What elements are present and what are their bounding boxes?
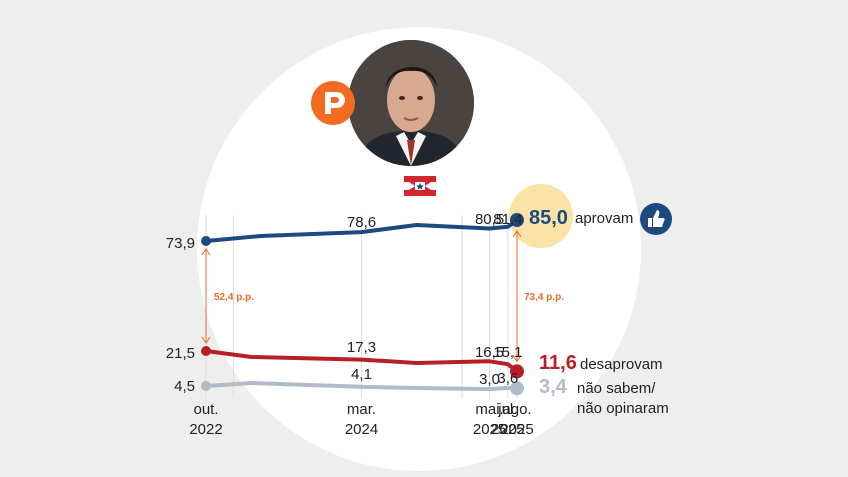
- x-tick-label-line1: mai.: [475, 401, 503, 418]
- value-label-highlight: 3,4: [539, 376, 568, 398]
- gap-last-head-top: [512, 230, 522, 238]
- data-point: [510, 381, 524, 396]
- value-label: 80,5: [475, 211, 504, 228]
- x-tick-label-line1: ago.: [502, 401, 531, 418]
- x-tick-label-line2: 2022: [189, 421, 222, 438]
- x-tick-label-line1: mar.: [347, 401, 376, 418]
- value-label: 78,6: [347, 214, 376, 231]
- value-label-highlight: 85,0: [529, 207, 568, 229]
- value-label: 4,1: [351, 366, 372, 383]
- data-point: [510, 364, 524, 379]
- avatar: [348, 40, 474, 166]
- x-tick-label-line2: 2025: [500, 421, 533, 438]
- value-label: 21,5: [166, 345, 195, 362]
- data-point: [201, 381, 211, 391]
- data-point: [201, 346, 211, 356]
- x-tick-label-line1: out.: [193, 401, 218, 418]
- x-tick-label-line2: 2024: [345, 421, 378, 438]
- brand-logo-icon: [311, 81, 355, 125]
- legend-desaprovam: desaprovam: [580, 356, 663, 373]
- x-tick-label-line2: 2025: [473, 421, 506, 438]
- gap-first-head-top: [201, 248, 211, 256]
- gap-last-label: 73,4 p.p.: [524, 292, 564, 303]
- legend-nao-sabem-line2: não opinaram: [577, 400, 669, 417]
- legend-nao-sabem-line1: não sabem/: [577, 380, 656, 397]
- gap-first-label: 52,4 p.p.: [214, 292, 254, 303]
- highlight-circle: [509, 184, 573, 248]
- value-label: 16,5: [475, 344, 504, 361]
- gap-last-head-bottom: [512, 355, 522, 363]
- x-tick-label-line2: 2025: [491, 421, 524, 438]
- value-label: 73,9: [166, 235, 195, 252]
- value-label: 81,4: [493, 211, 522, 228]
- para-flag-icon: [402, 173, 438, 199]
- series-line-1: [204, 349, 519, 374]
- data-point: [201, 236, 211, 246]
- data-point: [510, 213, 524, 227]
- value-label: 17,3: [347, 339, 376, 356]
- value-label: 3,6: [497, 370, 518, 387]
- thumbs-up-icon: [640, 203, 672, 235]
- legend-aprovam: aprovam: [575, 210, 633, 227]
- value-label: 4,5: [174, 378, 195, 395]
- series-line-2: [204, 381, 519, 392]
- value-label: 15,1: [493, 344, 522, 361]
- x-tick-label-line1: jul.: [497, 401, 517, 418]
- gap-first-head-bottom: [201, 336, 211, 344]
- value-label: 3,0: [479, 371, 500, 388]
- value-label-highlight: 11,6: [539, 352, 577, 374]
- series-line-0: [204, 218, 519, 243]
